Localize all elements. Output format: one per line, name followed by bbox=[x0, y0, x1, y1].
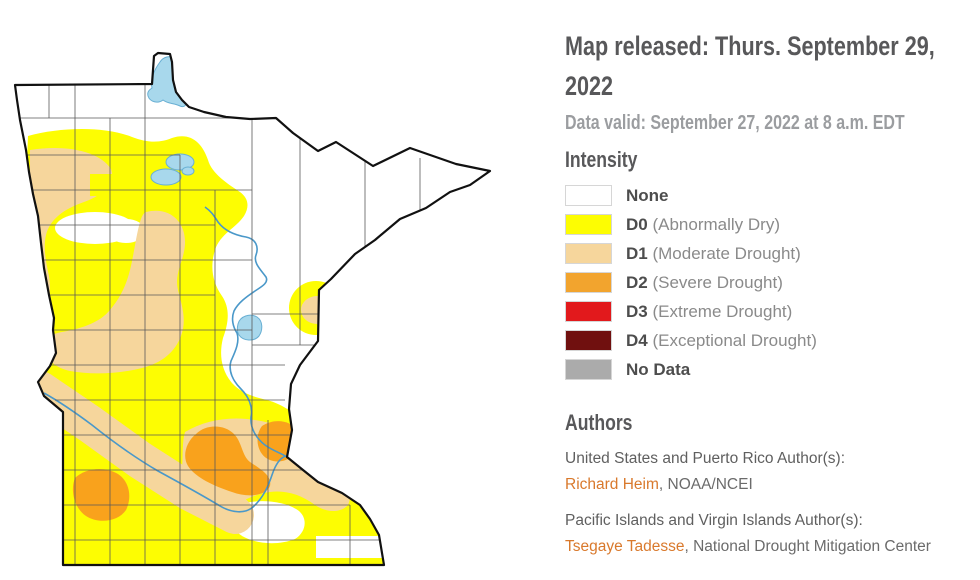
d1-region-duluth bbox=[301, 296, 333, 324]
authors-title: Authors bbox=[565, 410, 633, 435]
small-lake bbox=[181, 166, 195, 176]
d3-swatch bbox=[565, 301, 612, 322]
lower-red-lake bbox=[150, 168, 182, 186]
authors-us: United States and Puerto Rico Author(s):… bbox=[565, 446, 970, 498]
nodata-swatch bbox=[565, 359, 612, 380]
map-released-text: Map released: Thurs. September 29, 2022 bbox=[565, 31, 935, 101]
minnesota-outline bbox=[13, 51, 492, 567]
legend-row-d4: D4 (Exceptional Drought) bbox=[565, 326, 970, 355]
mille-lacs-lake bbox=[236, 314, 263, 341]
authors-us-heading: United States and Puerto Rico Author(s): bbox=[565, 450, 846, 467]
county-borders bbox=[15, 85, 421, 565]
legend-title: Intensity bbox=[565, 147, 638, 172]
authors-section: Authors United States and Puerto Rico Au… bbox=[565, 410, 970, 560]
legend-label: None bbox=[626, 185, 669, 205]
d0-swatch bbox=[565, 214, 612, 235]
legend-label: D3 (Extreme Drought) bbox=[626, 301, 793, 321]
legend-label: D1 (Moderate Drought) bbox=[626, 243, 801, 263]
authors-us-line: Richard Heim, NOAA/NCEI bbox=[565, 476, 753, 493]
info-panel: Map released: Thurs. September 29, 2022 … bbox=[565, 26, 970, 560]
legend-label: D0 (Abnormally Dry) bbox=[626, 214, 780, 234]
data-valid-text: Data valid: September 27, 2022 at 8 a.m.… bbox=[565, 112, 905, 134]
legend-row-d1: D1 (Moderate Drought) bbox=[565, 239, 970, 268]
authors-pacific-heading: Pacific Islands and Virgin Islands Autho… bbox=[565, 512, 863, 529]
d2-region-southwest bbox=[72, 469, 130, 521]
d2-region-metro-east bbox=[257, 421, 301, 462]
none-swatch bbox=[565, 185, 612, 206]
minnesota-drought-map bbox=[13, 51, 492, 567]
legend-row-nodata: No Data bbox=[565, 355, 970, 384]
intensity-legend: Intensity None D0 (Abnormally Dry) D1 (M… bbox=[565, 147, 970, 384]
author-link-tsegaye-tadesse[interactable]: Tsegaye Tadesse bbox=[565, 538, 685, 555]
legend-label: D4 (Exceptional Drought) bbox=[626, 330, 817, 350]
d2-region-metro-west bbox=[185, 426, 271, 496]
mississippi-river bbox=[204, 206, 288, 458]
page-title: Map released: Thurs. September 29, 2022 bbox=[565, 26, 980, 106]
minnesota-river bbox=[43, 392, 287, 513]
minnesota-map-svg bbox=[13, 51, 492, 567]
d1-region-central bbox=[44, 210, 186, 374]
legend-row-none: None bbox=[565, 181, 970, 210]
d2-swatch bbox=[565, 272, 612, 293]
authors-pacific: Pacific Islands and Virgin Islands Autho… bbox=[565, 508, 970, 560]
legend-row-d0: D0 (Abnormally Dry) bbox=[565, 210, 970, 239]
authors-pacific-line: Tsegaye Tadesse, National Drought Mitiga… bbox=[565, 538, 931, 555]
d0-notch-in-nw-tan bbox=[90, 174, 124, 196]
d4-swatch bbox=[565, 330, 612, 351]
legend-label: D2 (Severe Drought) bbox=[626, 272, 783, 292]
legend-label: No Data bbox=[626, 359, 691, 379]
legend-row-d3: D3 (Extreme Drought) bbox=[565, 297, 970, 326]
author-link-richard-heim[interactable]: Richard Heim bbox=[565, 476, 659, 493]
d1-swatch bbox=[565, 243, 612, 264]
none-patch-southeast bbox=[316, 536, 382, 558]
legend-row-d2: D2 (Severe Drought) bbox=[565, 268, 970, 297]
